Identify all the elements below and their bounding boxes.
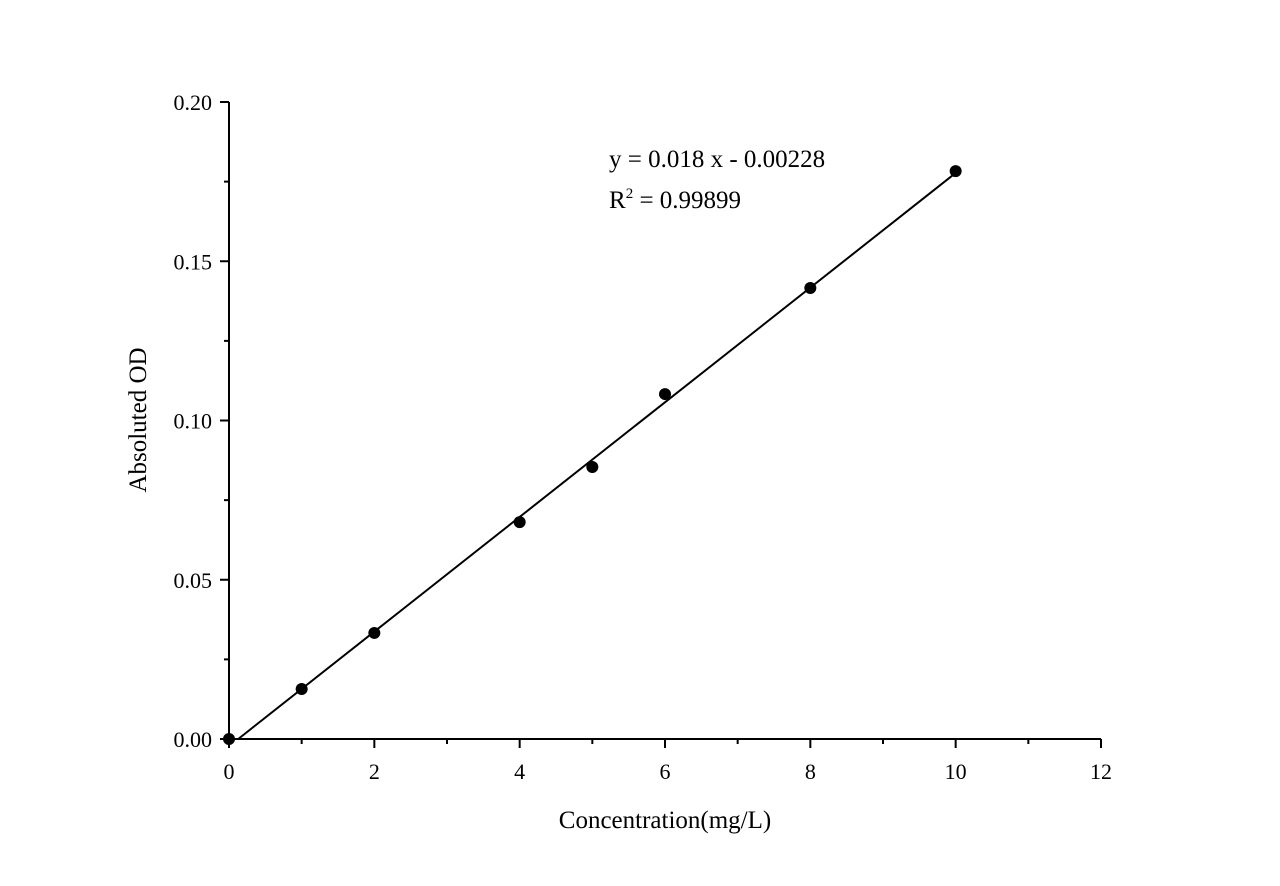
y-tick-label: 0.00	[174, 727, 213, 752]
y-ticks: 0.00 0.05 0.10 0.15 0.20	[174, 90, 229, 752]
data-point	[586, 461, 599, 474]
x-tick-label: 6	[660, 759, 671, 784]
y-tick-label: 0.05	[174, 568, 213, 593]
fit-line	[237, 172, 957, 740]
data-point	[949, 165, 962, 178]
data-points	[223, 165, 962, 745]
r-squared-prefix: R	[609, 187, 626, 214]
x-ticks: 0 2 4 6 8 10 12	[224, 739, 1112, 784]
y-tick-label: 0.15	[174, 249, 213, 274]
fit-equation: y = 0.018 x - 0.00228	[609, 146, 825, 173]
x-axis-title: Concentration(mg/L)	[559, 807, 771, 834]
x-tick-label: 10	[945, 759, 967, 784]
x-tick-label: 12	[1090, 759, 1112, 784]
r-squared-sup: 2	[626, 186, 634, 202]
data-point	[513, 516, 526, 529]
data-point	[368, 626, 381, 639]
data-point	[659, 388, 671, 401]
x-tick-label: 0	[224, 759, 235, 784]
x-tick-label: 4	[514, 759, 525, 784]
y-tick-label: 0.10	[174, 409, 213, 434]
y-axis-title: Absoluted OD	[125, 347, 152, 492]
r-squared-value: = 0.99899	[633, 187, 741, 214]
y-tick-label: 0.20	[174, 90, 213, 115]
data-point	[223, 733, 235, 745]
data-point	[295, 682, 308, 695]
r-squared: R2 = 0.99899	[609, 186, 741, 214]
data-point	[804, 282, 817, 295]
x-tick-label: 2	[369, 759, 380, 784]
x-tick-label: 8	[805, 759, 816, 784]
